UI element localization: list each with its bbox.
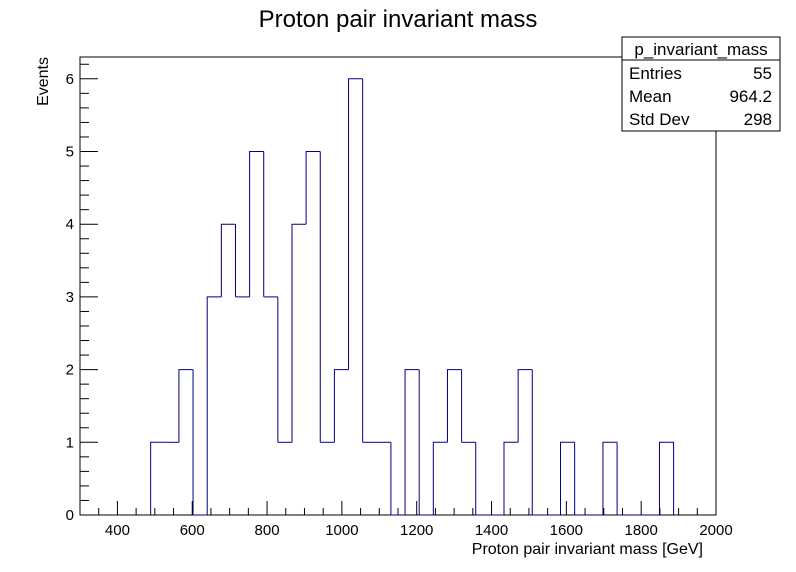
x-tick-label: 1200 <box>400 522 433 539</box>
x-tick-label: 2000 <box>699 522 732 539</box>
stats-box: p_invariant_mass Entries 55 Mean 964.2 S… <box>621 36 781 132</box>
stats-entries-value: 55 <box>753 64 772 83</box>
stats-mean-label: Mean <box>629 87 672 106</box>
plot-area: 400 600 800 1000 1200 1400 1600 1800 2000 0 1 2 3 4 5… <box>66 56 733 539</box>
y-tick-label: 3 <box>66 289 74 306</box>
histogram-bars <box>150 78 675 516</box>
stats-mean-value: 964.2 <box>729 87 772 106</box>
y-tick-label: 4 <box>66 216 74 233</box>
y-tick-label: 2 <box>66 362 74 379</box>
x-tick-label: 1600 <box>550 522 583 539</box>
stats-stddev-value: 298 <box>744 110 772 129</box>
x-axis-label: Proton pair invariant mass [GeV] <box>472 541 703 558</box>
histogram-bin <box>291 223 307 443</box>
y-tick-label: 1 <box>66 434 74 451</box>
histogram-bin <box>560 441 575 515</box>
y-tick-label: 0 <box>66 507 74 524</box>
histogram-bin <box>348 78 363 370</box>
histogram-bin <box>602 441 618 515</box>
stats-box-frame <box>621 36 781 132</box>
x-tick-label: 1800 <box>624 522 657 539</box>
x-axis: 400 600 800 1000 1200 1400 1600 1800 2000 <box>79 501 733 539</box>
histogram-bin <box>206 296 222 515</box>
x-tick-label: 600 <box>180 522 205 539</box>
histogram-bin <box>220 223 236 297</box>
chart-title: Proton pair invariant mass <box>259 6 538 33</box>
histogram-bin <box>503 441 519 515</box>
histogram-bin <box>658 441 675 515</box>
x-tick-label: 1400 <box>475 522 508 539</box>
histogram-bin <box>432 441 448 515</box>
stats-box-name: p_invariant_mass <box>634 40 767 59</box>
x-tick-label: 800 <box>255 522 280 539</box>
histogram-bin <box>333 369 349 443</box>
y-tick-label: 6 <box>66 71 74 88</box>
stats-entries-label: Entries <box>629 64 682 83</box>
histogram-bin <box>150 441 165 515</box>
y-tick-label: 5 <box>66 144 74 161</box>
y-axis: 0 1 2 3 4 5 6 <box>66 63 98 524</box>
histogram-bin <box>517 369 533 443</box>
x-tick-label: 1000 <box>325 522 358 539</box>
histogram-bin <box>178 369 194 443</box>
histogram-bin <box>305 151 321 225</box>
histogram-bin <box>446 369 462 443</box>
plot-frame <box>79 56 717 516</box>
histogram-bin <box>404 369 420 515</box>
stats-stddev-label: Std Dev <box>629 110 690 129</box>
histogram-bin <box>249 151 264 297</box>
x-tick-label: 400 <box>105 522 130 539</box>
y-axis-label: Events <box>35 57 52 106</box>
